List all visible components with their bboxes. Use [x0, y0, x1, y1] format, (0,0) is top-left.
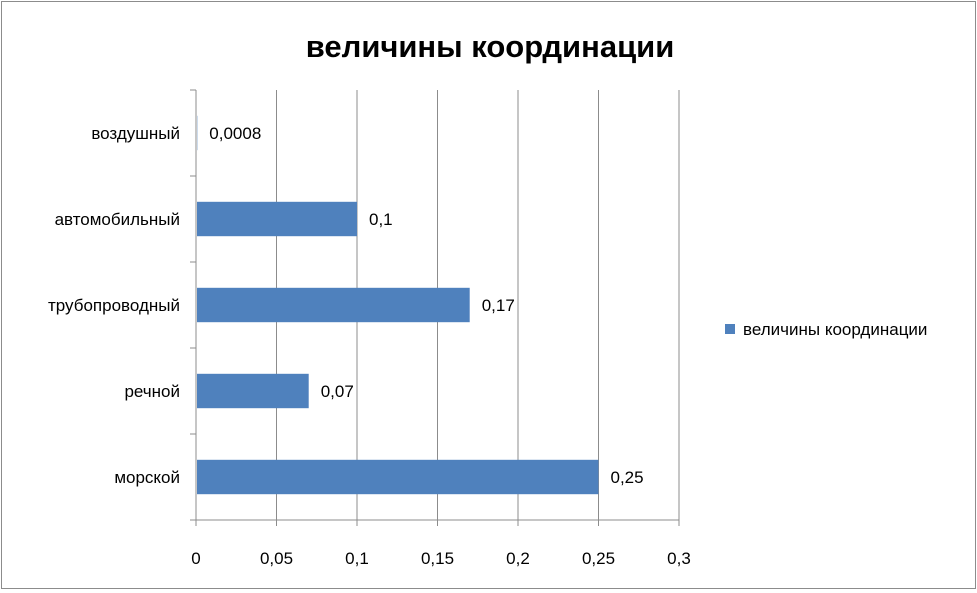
data-label: 0,17	[482, 296, 515, 315]
y-tick-label: трубопроводный	[48, 296, 180, 315]
data-label: 0,1	[369, 210, 393, 229]
y-tick-label: воздушный	[91, 124, 180, 143]
data-label: 0,07	[321, 382, 354, 401]
x-tick-label: 0,1	[345, 549, 369, 568]
x-tick-label: 0,05	[260, 549, 293, 568]
y-tick-label: автомобильный	[55, 210, 180, 229]
x-tick-label: 0,3	[667, 549, 691, 568]
x-tick-label: 0,15	[421, 549, 454, 568]
y-tick-label: морской	[114, 468, 180, 487]
legend: величины координации	[725, 320, 927, 339]
x-tick-label: 0,2	[506, 549, 530, 568]
legend-label: величины координации	[743, 320, 927, 339]
data-label: 0,0008	[209, 124, 261, 143]
bar	[197, 374, 309, 408]
bar	[197, 202, 357, 236]
bar	[197, 288, 470, 322]
legend-swatch	[725, 324, 735, 334]
plot-area: 0 0,05 0,1 0,15 0,2 0,25 0,3 морской 0,25 речной 0…	[48, 90, 691, 568]
y-tick-label: речной	[124, 382, 180, 401]
x-tick-label: 0	[191, 549, 200, 568]
bar	[197, 460, 599, 494]
x-tick-label: 0,25	[582, 549, 615, 568]
chart-title: величины координации	[306, 29, 675, 64]
data-label: 0,25	[611, 468, 644, 487]
